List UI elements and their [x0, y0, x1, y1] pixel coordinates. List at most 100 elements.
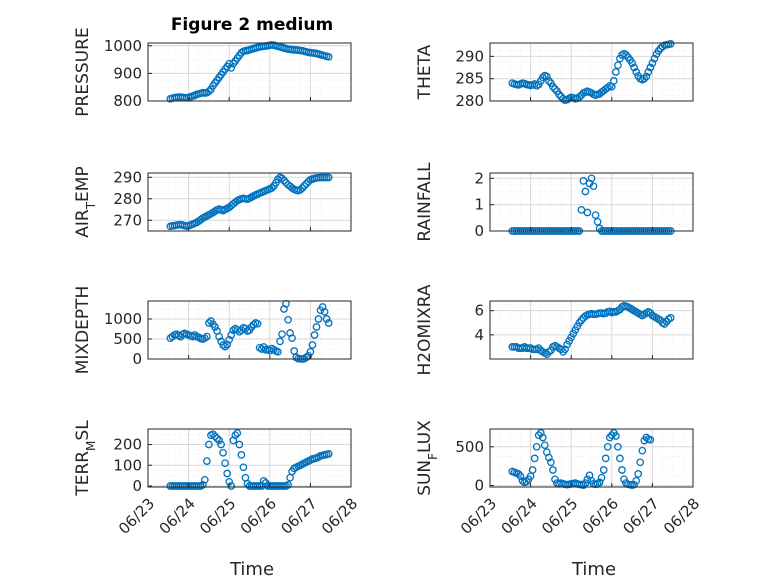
data-point	[534, 431, 543, 440]
y-axis-label: PRESSURE	[73, 27, 93, 116]
data-point	[614, 442, 622, 451]
data-point	[644, 68, 653, 76]
axes-box	[147, 428, 352, 488]
data-point	[551, 475, 559, 484]
data-point	[227, 482, 236, 490]
data-point	[549, 466, 557, 474]
y-tick-label: 280	[455, 92, 484, 110]
data-point	[302, 179, 311, 188]
data-point	[298, 184, 307, 192]
data-point	[581, 187, 590, 196]
y-tick-label: 0	[132, 350, 142, 368]
data-point	[267, 184, 276, 192]
y-tick-label: 100	[113, 456, 142, 474]
data-point	[225, 59, 234, 68]
data-point	[634, 470, 643, 478]
data-point	[249, 320, 258, 329]
x-axis-label-right: Time	[571, 559, 616, 580]
data-point	[632, 476, 641, 485]
data-point	[219, 448, 227, 457]
y-axis-label: H2OMIXRA	[415, 284, 435, 375]
y-tick-label: 2	[474, 169, 484, 187]
y-tick-label: 4	[474, 326, 484, 344]
data-point	[324, 450, 333, 458]
data-point	[632, 68, 641, 76]
data-point	[542, 72, 551, 81]
data-point	[288, 334, 296, 343]
data-point	[320, 307, 329, 316]
data-series	[166, 429, 333, 490]
y-tick-label: 1000	[104, 310, 142, 328]
data-point	[274, 347, 282, 356]
data-point	[638, 446, 647, 455]
data-point	[219, 341, 227, 349]
data-point	[324, 52, 333, 61]
data-point	[636, 458, 645, 467]
y-tick-label: 280	[113, 190, 142, 208]
data-point	[579, 481, 588, 489]
y-tick-label: 6	[474, 302, 484, 320]
data-point	[618, 466, 626, 474]
data-point	[312, 323, 321, 331]
data-point	[616, 454, 624, 463]
subplot-4: 0 1 2 RAINFALL	[415, 162, 694, 242]
data-point	[211, 323, 219, 331]
data-point	[536, 429, 545, 437]
data-point	[296, 185, 305, 194]
y-axis-label: RAINFALL	[415, 162, 435, 242]
data-point	[595, 478, 604, 487]
data-point	[324, 319, 333, 327]
subplot-1: 800 900 1000 PRESSURE	[73, 27, 352, 117]
data-point	[215, 332, 223, 341]
data-point	[200, 334, 209, 343]
y-axis-label: MIXDEPTH	[73, 286, 93, 375]
data-point	[225, 335, 234, 344]
axes-box	[147, 300, 352, 360]
data-point	[609, 77, 618, 85]
data-point	[237, 451, 246, 459]
data-point	[620, 475, 628, 484]
y-axis-label: TERRMSL	[73, 420, 98, 497]
subplot-6: 4 6 H2OMIXRA	[415, 284, 694, 376]
y-tick-label: 1000	[104, 37, 142, 55]
data-point	[203, 332, 211, 341]
data-point	[310, 331, 319, 339]
axes-box	[489, 172, 694, 232]
data-series	[166, 173, 333, 231]
data-point	[324, 173, 333, 182]
data-point	[233, 429, 242, 437]
data-point	[205, 319, 213, 327]
data-point	[284, 315, 292, 324]
data-point	[516, 472, 525, 481]
y-axis-label: AIRTEMP	[73, 166, 98, 237]
data-point	[235, 327, 244, 336]
y-tick-label: 1	[474, 196, 484, 214]
y-axis-label: SUNFLUX	[415, 420, 440, 496]
data-series	[508, 301, 675, 359]
data-point	[530, 454, 539, 463]
axes-box	[147, 42, 352, 102]
data-point	[322, 315, 331, 323]
data-point	[223, 469, 232, 478]
data-point	[221, 342, 229, 351]
data-point	[666, 314, 675, 322]
data-point	[302, 353, 311, 362]
data-point	[253, 319, 262, 328]
data-point	[530, 80, 539, 88]
data-point	[545, 77, 553, 85]
data-point	[223, 340, 232, 349]
data-point	[642, 433, 651, 442]
data-point	[587, 174, 596, 183]
data-point	[591, 211, 600, 220]
data-point	[190, 331, 199, 339]
data-point	[612, 68, 620, 76]
data-point	[646, 63, 655, 72]
data-series	[508, 429, 655, 489]
data-point	[650, 54, 659, 63]
x-axis-label-left: Time	[229, 559, 274, 580]
subplot-3: 270 280 290 AIRTEMP	[73, 166, 352, 238]
data-point	[567, 333, 576, 342]
data-point	[538, 73, 547, 82]
y-tick-label: 0	[474, 476, 484, 494]
data-point	[614, 61, 622, 70]
